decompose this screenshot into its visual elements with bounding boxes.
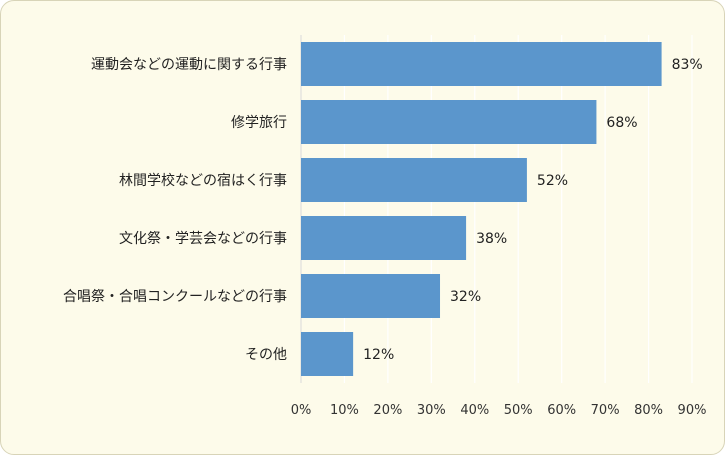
x-tick-label: 70%	[591, 403, 620, 418]
data-label: 32%	[450, 289, 481, 305]
category-label: 修学旅行	[231, 115, 287, 131]
bar	[301, 158, 527, 202]
x-tick-label: 20%	[373, 403, 402, 418]
bars	[301, 42, 662, 376]
category-label: 林間学校などの宿はく行事	[119, 172, 287, 189]
data-label: 83%	[672, 57, 703, 73]
x-tick-label: 30%	[417, 403, 446, 418]
data-label: 38%	[476, 231, 507, 247]
x-tick-label: 50%	[504, 403, 533, 418]
category-label: 運動会などの運動に関する行事	[91, 57, 287, 73]
data-label: 68%	[606, 115, 637, 131]
gridlines	[300, 35, 693, 383]
category-labels: 運動会などの運動に関する行事修学旅行林間学校などの宿はく行事文化祭・学芸会などの…	[63, 57, 287, 363]
bar	[301, 216, 467, 260]
value-labels: 83% 68% 52% 38% 32% 12%	[363, 57, 703, 363]
x-tick-label: 80%	[634, 403, 663, 418]
data-label: 52%	[537, 173, 568, 189]
x-tick-label: 60%	[547, 403, 576, 418]
x-tick-label: 0%	[291, 403, 312, 418]
bar	[301, 274, 441, 318]
bar	[301, 42, 662, 86]
bar	[301, 100, 597, 144]
x-axis-tick-labels: 0% 10% 20% 30% 40% 50% 60% 70% 80% 90%	[291, 403, 707, 418]
category-label: 合唱祭・合唱コンクールなどの行事	[63, 289, 287, 305]
data-label: 12%	[363, 347, 394, 363]
x-tick-label: 40%	[460, 403, 489, 418]
category-label: 文化祭・学芸会などの行事	[119, 231, 287, 247]
x-tick-label: 10%	[330, 403, 359, 418]
category-label: その他	[245, 347, 287, 363]
bar	[301, 332, 354, 376]
x-tick-label: 90%	[678, 403, 707, 418]
